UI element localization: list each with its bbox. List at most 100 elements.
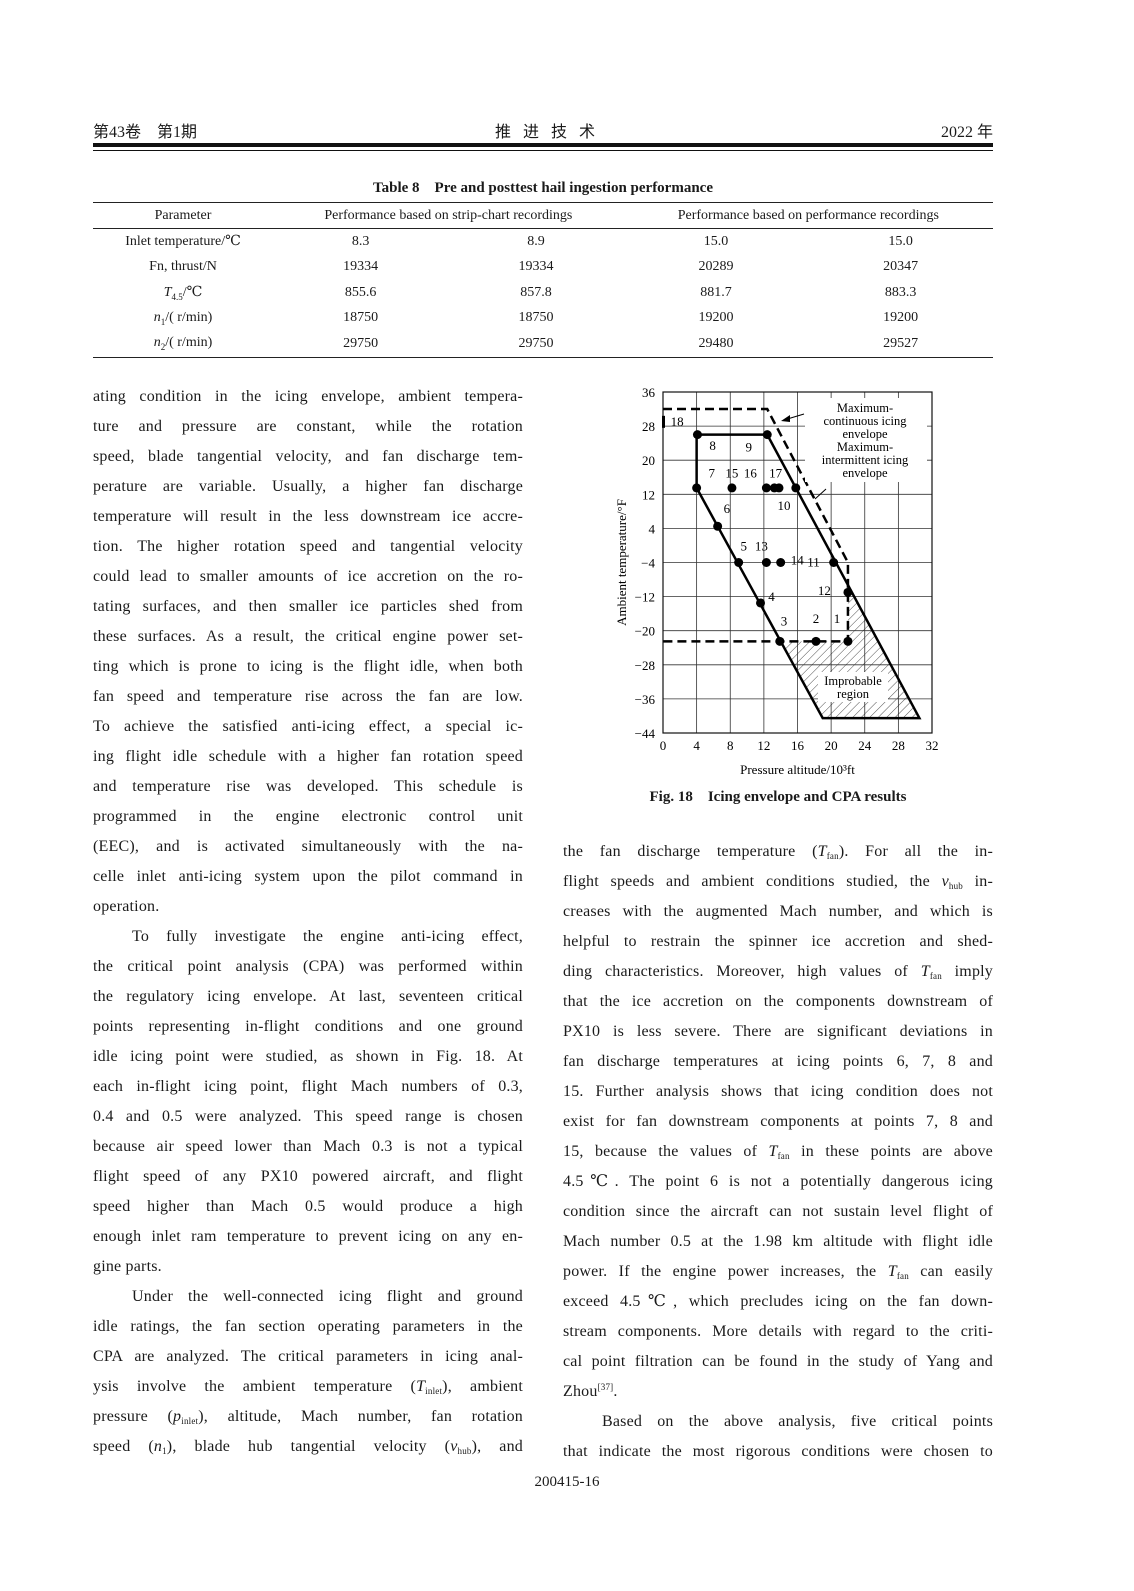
text-line: tating surfaces, and then smaller ice pa… — [93, 598, 523, 615]
text-line: these surfaces. As a result, the critica… — [93, 628, 523, 645]
data-point — [692, 430, 702, 440]
table-row: n1/( r/min) 18750 18750 19200 19200 — [93, 306, 993, 332]
point-label: 8 — [709, 438, 716, 453]
text-line: ding characteristics. Moreover, high val… — [563, 963, 993, 981]
value-cell: 18750 — [518, 310, 554, 326]
text-line: Based on the above analysis, five critic… — [602, 1413, 993, 1430]
annotation-continuous: envelope — [842, 427, 888, 441]
table-header: Performance based on performance recordi… — [623, 202, 993, 229]
data-point — [791, 483, 801, 493]
value-cell: 20289 — [698, 259, 734, 275]
table-header: Parameter — [93, 202, 273, 229]
value-cell: 855.6 — [344, 284, 377, 300]
table-caption: Table 8 Pre and posttest hail ingestion … — [373, 180, 713, 196]
header-volume-issue: 第43卷 第1期 — [93, 124, 198, 141]
text-line: idle ratings, the fan section operating … — [93, 1318, 523, 1335]
data-point — [843, 636, 853, 646]
data-point — [692, 483, 702, 493]
x-axis-label: Pressure altitude/10³ft — [740, 762, 855, 777]
annotation-continuous: continuous icing — [824, 414, 908, 428]
text-line: could lead to smaller amounts of ice acc… — [93, 568, 523, 585]
annotation-background — [805, 398, 927, 482]
plot-frame — [662, 391, 933, 734]
data-point — [811, 636, 821, 646]
annotation-intermittent: envelope — [842, 466, 888, 480]
data-point — [662, 415, 665, 428]
text-line: flight speed of any PX10 powered aircraf… — [93, 1168, 523, 1185]
value-cell: 29750 — [448, 331, 624, 358]
value-cell: 20347 — [883, 259, 919, 275]
text-line: exist for fan downstream components at p… — [563, 1113, 993, 1130]
x-tick-label: 0 — [660, 738, 667, 753]
table-row: Fn, thrust/N 19334 19334 20289 20347 — [93, 255, 993, 281]
text-line: fan discharge temperatures at icing poin… — [563, 1053, 993, 1070]
value-cell: 29750 — [273, 331, 449, 358]
point-label: 9 — [745, 439, 752, 454]
text-line: idle icing point were studied, as shown … — [93, 1048, 523, 1065]
parameter-cell: T4.5/℃ — [163, 284, 203, 302]
text-line: that indicate the most rigorous conditio… — [563, 1443, 993, 1460]
y-tick-label: −44 — [635, 726, 656, 741]
text-line: 0.4 and 0.5 were analyzed. This speed ra… — [93, 1108, 523, 1125]
text-line: speed, blade tangential velocity, and fa… — [93, 448, 523, 465]
arrow-intermittent — [814, 488, 827, 500]
icing-envelope-chart: 0 4 8 12 16 20 24 28 32362820124−4−12−20−28−36−4… — [614, 385, 939, 777]
annotation-improbable: Improbable — [824, 674, 882, 688]
x-tick-label: 20 — [825, 738, 838, 753]
text-line: tion. The higher rotation speed and tang… — [93, 538, 523, 555]
value-cell: 15.0 — [888, 233, 913, 249]
data-point — [713, 521, 723, 531]
text-line: ting which is prone to icing is the flig… — [93, 658, 523, 675]
data-point — [829, 558, 839, 567]
text-line: pressure (pinlet), altitude, Mach number… — [93, 1408, 524, 1426]
y-tick-label: −4 — [641, 556, 655, 571]
performance-table: Parameter Performance based on strip-cha… — [93, 202, 993, 358]
x-tick-label: 8 — [727, 738, 734, 753]
page-number: 200415-16 — [534, 1474, 600, 1490]
value-cell: 18750 — [343, 310, 379, 326]
point-label: 7 — [709, 465, 716, 480]
table-row: n2/( r/min) 29750 29750 29480 29527 — [93, 331, 993, 358]
parameter-cell: Fn, thrust/N — [149, 259, 217, 275]
data-point — [762, 430, 772, 440]
text-line: speed higher than Mach 0.5 would produce… — [93, 1198, 523, 1215]
x-tick-label: 16 — [791, 738, 805, 753]
point-label: 1 — [834, 611, 841, 626]
y-tick-label: 4 — [649, 521, 656, 536]
text-line: points representing in-flight conditions… — [93, 1018, 523, 1035]
point-label: 11 — [807, 555, 820, 570]
data-point — [776, 558, 786, 567]
point-label: 18 — [671, 414, 684, 429]
y-tick-label: −20 — [635, 624, 655, 639]
point-label: 3 — [781, 613, 788, 628]
text-line: the regulatory icing envelope. At last, … — [93, 988, 523, 1005]
text-line: enough inlet ram temperature to prevent … — [93, 1228, 523, 1245]
text-line: creases with the augmented Mach number, … — [563, 903, 993, 920]
y-tick-label: −36 — [635, 692, 656, 707]
text-line: condition since the aircraft can not sus… — [563, 1203, 993, 1220]
point-label: 5 — [740, 538, 747, 553]
arrow-head — [781, 415, 790, 422]
y-axis-label: Ambient temperature/°F — [614, 499, 629, 626]
data-point — [727, 483, 737, 493]
text-line: flight speeds and ambient conditions stu… — [563, 873, 994, 891]
value-cell: 883.3 — [884, 284, 917, 300]
text-line: Mach number 0.5 at the 1.98 km altitude … — [563, 1233, 993, 1250]
text-line: 4.5℃. The point 6 is not a potentially d… — [563, 1173, 993, 1190]
text-line: To fully investigate the engine anti-ici… — [132, 928, 523, 945]
point-label: 13 — [755, 538, 768, 553]
text-line: fan speed and temperature rise across th… — [93, 688, 523, 705]
x-tick-label: 4 — [693, 738, 700, 753]
y-tick-label: 12 — [642, 487, 655, 502]
y-tick-label: 20 — [642, 453, 655, 468]
text-line: ating condition in the icing envelope, a… — [93, 388, 523, 405]
text-line: each in-flight icing point, flight Mach … — [93, 1078, 523, 1095]
text-line: power. If the engine power increases, th… — [563, 1263, 993, 1281]
intermittent-icing-envelope — [695, 433, 922, 720]
y-tick-label: −12 — [635, 590, 655, 605]
table-header: Performance based on strip-chart recordi… — [273, 202, 624, 229]
text-line: temperature will result in the less down… — [93, 508, 523, 525]
parameter-cell: n1/( r/min) — [153, 309, 213, 327]
annotation-background — [818, 672, 888, 702]
text-line: ture and pressure are constant, while th… — [93, 418, 523, 435]
